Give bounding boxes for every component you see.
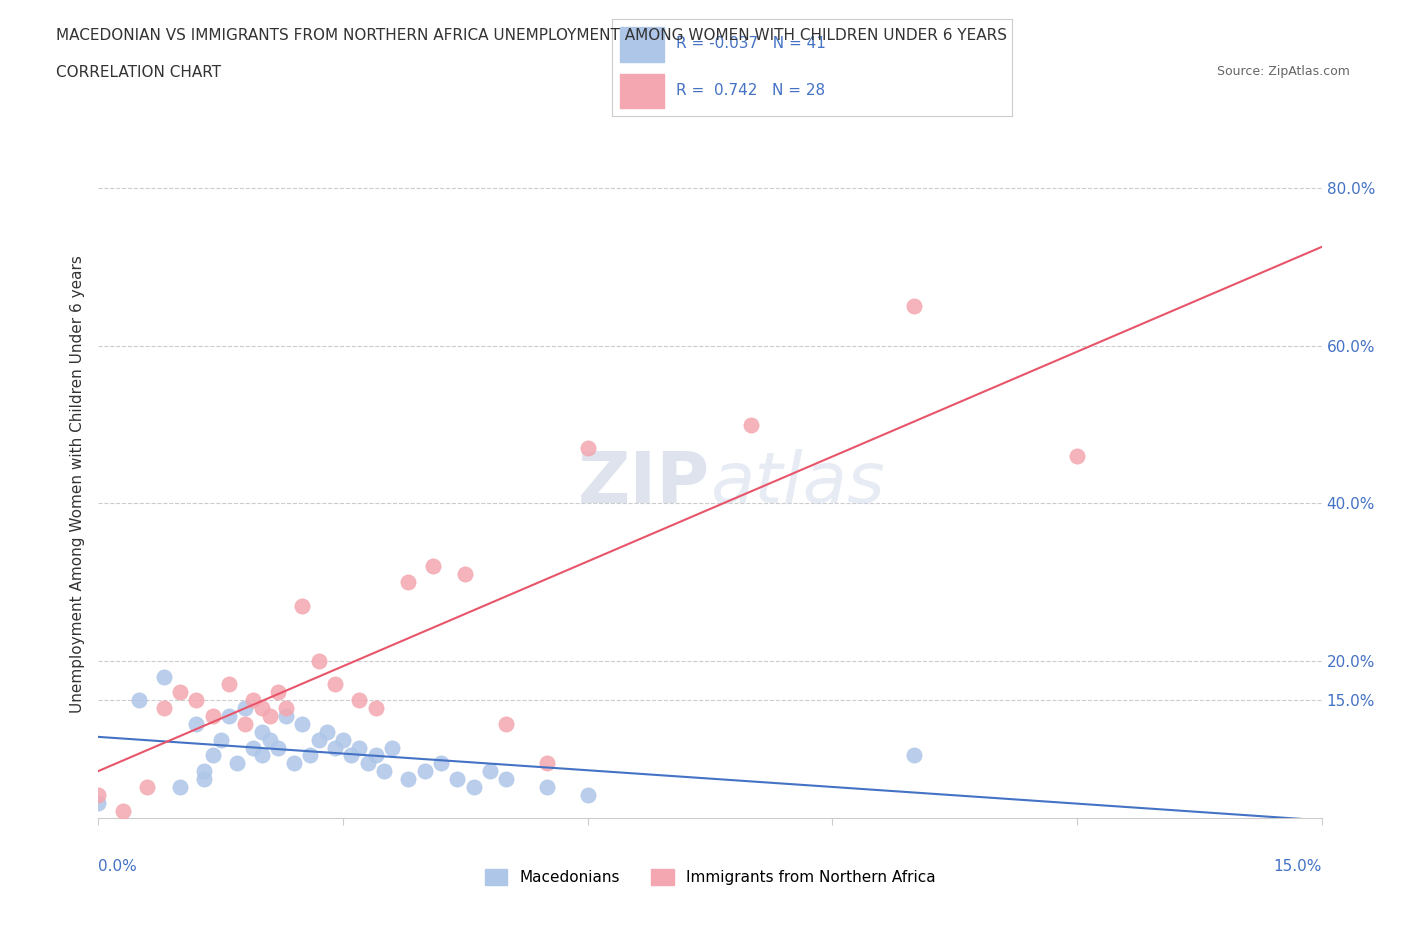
Point xyxy=(283,756,305,771)
Text: R =  0.742   N = 28: R = 0.742 N = 28 xyxy=(676,84,825,99)
Text: MACEDONIAN VS IMMIGRANTS FROM NORTHERN AFRICA UNEMPLOYMENT AMONG WOMEN WITH CHIL: MACEDONIAN VS IMMIGRANTS FROM NORTHERN A… xyxy=(56,28,1007,43)
FancyBboxPatch shape xyxy=(620,27,664,61)
Point xyxy=(169,779,191,794)
Point xyxy=(250,724,273,739)
Point xyxy=(308,732,330,747)
Point xyxy=(128,693,150,708)
Point xyxy=(242,693,264,708)
Point xyxy=(454,566,477,581)
Point xyxy=(332,732,354,747)
Point xyxy=(903,748,925,763)
Point xyxy=(201,709,224,724)
Point xyxy=(323,677,346,692)
Point xyxy=(299,748,322,763)
Point xyxy=(340,748,363,763)
Point xyxy=(111,804,134,818)
Text: 15.0%: 15.0% xyxy=(1274,858,1322,873)
Point xyxy=(536,779,558,794)
Point xyxy=(422,559,444,574)
Point xyxy=(186,693,208,708)
Point xyxy=(193,772,215,787)
Point xyxy=(740,417,762,432)
Point xyxy=(136,779,159,794)
Point xyxy=(396,575,419,590)
Point xyxy=(152,700,174,715)
Point xyxy=(373,764,395,778)
Point xyxy=(308,654,330,669)
Point xyxy=(1066,448,1088,463)
Point xyxy=(267,684,290,699)
Text: CORRELATION CHART: CORRELATION CHART xyxy=(56,65,221,80)
Y-axis label: Unemployment Among Women with Children Under 6 years: Unemployment Among Women with Children U… xyxy=(69,255,84,712)
Legend: Macedonians, Immigrants from Northern Africa: Macedonians, Immigrants from Northern Af… xyxy=(478,863,942,891)
Point xyxy=(152,670,174,684)
Point xyxy=(576,441,599,456)
Point xyxy=(226,756,249,771)
Point xyxy=(87,788,110,803)
Point xyxy=(218,677,240,692)
Point xyxy=(495,716,517,731)
Point xyxy=(233,700,256,715)
Point xyxy=(201,748,224,763)
Point xyxy=(349,740,371,755)
Text: ZIP: ZIP xyxy=(578,449,710,518)
Point xyxy=(274,709,297,724)
Point xyxy=(242,740,264,755)
Point xyxy=(356,756,378,771)
Point xyxy=(315,724,337,739)
Point xyxy=(576,788,599,803)
Point xyxy=(250,700,273,715)
Text: Source: ZipAtlas.com: Source: ZipAtlas.com xyxy=(1216,65,1350,78)
Point xyxy=(233,716,256,731)
Point xyxy=(169,684,191,699)
Point xyxy=(349,693,371,708)
Point xyxy=(218,709,240,724)
Point xyxy=(87,795,110,810)
Point xyxy=(259,709,281,724)
Point xyxy=(413,764,436,778)
Point xyxy=(446,772,468,787)
Point xyxy=(291,598,314,613)
Point xyxy=(381,740,404,755)
Point xyxy=(478,764,501,778)
FancyBboxPatch shape xyxy=(620,74,664,109)
Point xyxy=(259,732,281,747)
Text: R = -0.037   N = 41: R = -0.037 N = 41 xyxy=(676,36,825,51)
Point xyxy=(430,756,453,771)
Point xyxy=(209,732,232,747)
Point xyxy=(364,748,387,763)
Point xyxy=(396,772,419,787)
Point xyxy=(495,772,517,787)
Point xyxy=(291,716,314,731)
Point xyxy=(463,779,485,794)
Point xyxy=(186,716,208,731)
Text: atlas: atlas xyxy=(710,449,884,518)
Point xyxy=(903,299,925,313)
Point xyxy=(364,700,387,715)
Text: 0.0%: 0.0% xyxy=(98,858,138,873)
Point xyxy=(250,748,273,763)
Point xyxy=(267,740,290,755)
Point xyxy=(323,740,346,755)
Point xyxy=(193,764,215,778)
Point xyxy=(536,756,558,771)
Point xyxy=(274,700,297,715)
